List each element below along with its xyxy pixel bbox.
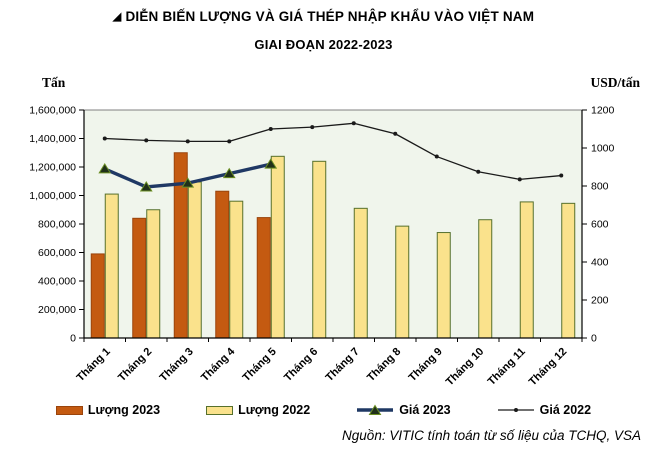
- right-axis: 0 200 400 600 800 1000 1200: [582, 105, 615, 345]
- x-axis-label: Tháng 1: [75, 346, 113, 384]
- bar-series-2: [104, 155, 576, 339]
- dot-marker: [227, 139, 232, 144]
- legend-swatch-icon: [55, 405, 83, 415]
- x-axis-label: Tháng 5: [241, 346, 279, 384]
- bar: [104, 193, 119, 339]
- bar: [561, 202, 576, 339]
- dot-marker: [268, 127, 273, 131]
- x-axis-label: Tháng 4: [199, 345, 238, 384]
- legend-line-icon: [357, 404, 394, 415]
- right-axis-tick-label: 0: [591, 333, 597, 345]
- bar: [229, 200, 244, 339]
- left-axis-tick-label: 800,000: [38, 219, 76, 231]
- x-axis-label: Tháng 2: [116, 346, 154, 384]
- left-axis-tick-label: 1,000,000: [29, 190, 76, 202]
- bar: [519, 201, 534, 339]
- bar: [270, 155, 285, 339]
- x-axis-label: Tháng 12: [527, 346, 570, 389]
- right-axis-tick-label: 1200: [591, 105, 615, 117]
- x-axis-label: Tháng 9: [407, 346, 445, 384]
- legend-swatch-icon: [206, 405, 234, 415]
- dot-marker: [185, 139, 190, 144]
- chart-legend: Lượng 2023 Lượng 2022 Giá 2023 Giá 2022: [0, 403, 647, 417]
- bar: [90, 253, 105, 339]
- left-axis-tick-label: 600,000: [38, 247, 76, 259]
- right-axis-tick-label: 200: [591, 295, 609, 307]
- legend-line-icon: [497, 408, 534, 412]
- triangle-marker: [181, 177, 195, 188]
- x-axis: [83, 338, 583, 342]
- x-axis-label: Tháng 10: [444, 346, 487, 389]
- legend-item-line-4: Giá 2022: [497, 403, 591, 417]
- legend-item-bar-1: Lượng 2023: [55, 403, 161, 417]
- x-axis-label: Tháng 6: [282, 346, 320, 384]
- dot-marker: [559, 173, 564, 178]
- title-triangle-icon: ◢: [112, 11, 122, 23]
- left-axis-tick-label: 0: [70, 333, 76, 345]
- dot-marker: [310, 125, 315, 130]
- left-axis-tick-label: 1,400,000: [29, 133, 76, 145]
- legend-label: Giá 2022: [539, 403, 592, 417]
- source-note: Nguồn: VITIC tính toán từ số liệu của TC…: [342, 428, 641, 443]
- right-axis-tick-label: 400: [591, 257, 609, 269]
- legend-item-line-3: Giá 2023: [356, 403, 451, 417]
- bar: [146, 209, 161, 339]
- x-axis-label: Tháng 3: [158, 346, 196, 384]
- right-axis-tick-label: 800: [591, 181, 609, 193]
- legend-label: Giá 2023: [399, 403, 451, 417]
- chart-subtitle: GIAI ĐOẠN 2022-2023: [254, 37, 393, 52]
- bar: [312, 160, 327, 339]
- legend-item-bar-2: Lượng 2022: [206, 403, 310, 417]
- triangle-marker: [139, 180, 153, 192]
- line-series-2: [102, 121, 564, 182]
- bar: [478, 219, 493, 339]
- dot-marker: [517, 177, 522, 182]
- right-axis-tick-label: 1000: [591, 143, 615, 155]
- bar: [173, 152, 188, 339]
- plot-area: [84, 110, 582, 338]
- left-axis-unit-label: Tấn: [42, 75, 66, 90]
- dot-marker: [144, 138, 149, 143]
- combo-chart-plot: 0 200,000 400,000 600,000 800,000 1,000,000 1,…: [29, 105, 615, 389]
- bar: [132, 217, 147, 339]
- legend-label: Lượng 2023: [87, 403, 161, 417]
- x-axis-label: Tháng 7: [324, 346, 362, 384]
- bar: [353, 207, 368, 339]
- bar: [256, 217, 271, 339]
- chart-title: ◢ DIỄN BIẾN LƯỢNG VÀ GIÁ THÉP NHẬP KHẨU V…: [0, 9, 647, 24]
- right-axis-tick-label: 600: [591, 219, 609, 231]
- dot-marker: [476, 169, 481, 174]
- bar: [436, 232, 451, 339]
- dot-marker: [351, 121, 356, 126]
- line-series-1: [98, 158, 278, 192]
- triangle-marker: [264, 158, 278, 169]
- bar: [187, 181, 202, 339]
- bar: [215, 190, 230, 339]
- left-axis-tick-label: 1,200,000: [29, 162, 76, 174]
- x-axis-label: Tháng 11: [486, 346, 528, 388]
- bar: [395, 225, 410, 339]
- line-path: [104, 122, 562, 181]
- dot-marker: [393, 131, 398, 136]
- left-axis-tick-label: 200,000: [38, 304, 76, 316]
- dot-marker: [434, 154, 439, 159]
- left-axis-tick-label: 400,000: [38, 276, 76, 288]
- x-axis-label: Tháng 8: [365, 346, 403, 384]
- chart-title-text: DIỄN BIẾN LƯỢNG VÀ GIÁ THÉP NHẬP KHẨU VÀ…: [125, 9, 535, 24]
- x-axis-labels: Tháng 1 Tháng 2 Tháng 3 Tháng 4 Tháng 5 Tháng…: [75, 345, 570, 388]
- left-axis-tick-label: 1,600,000: [29, 105, 76, 117]
- left-axis: 0 200,000 400,000 600,000 800,000 1,000,000 1,…: [29, 105, 84, 345]
- right-axis-unit-label: USD/tấn: [590, 75, 640, 90]
- dot-marker: [102, 136, 107, 141]
- triangle-marker: [98, 162, 112, 174]
- triangle-marker: [222, 167, 236, 179]
- legend-label: Lượng 2022: [238, 403, 311, 417]
